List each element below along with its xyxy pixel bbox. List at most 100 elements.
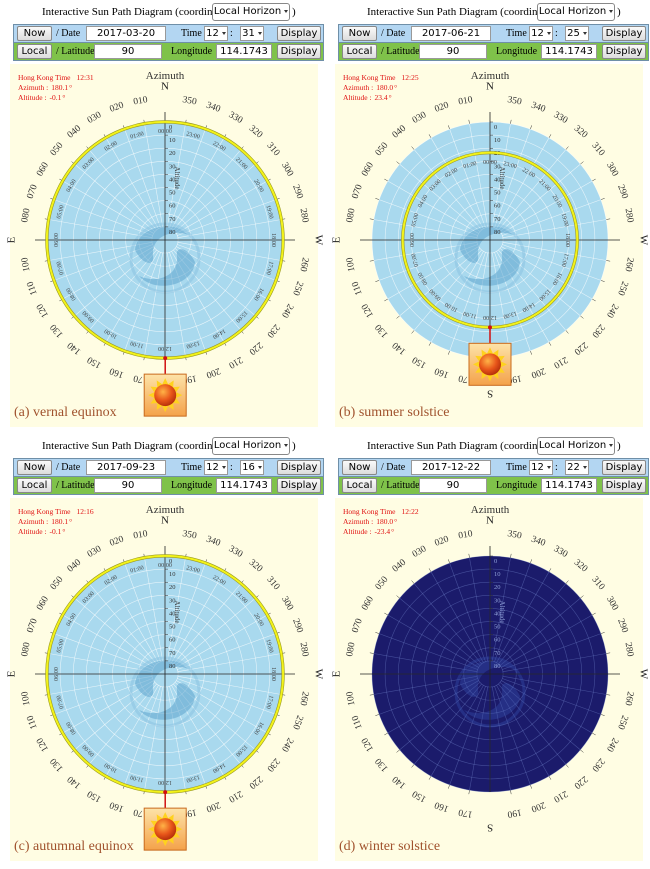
header-close: ) xyxy=(617,440,621,452)
display-button[interactable]: Display xyxy=(277,44,321,59)
azimuth-grid-line xyxy=(469,252,489,357)
coordinate-select[interactable]: Local Horizon xyxy=(212,437,290,455)
longitude-input[interactable]: 114.1743 xyxy=(216,44,272,59)
hour-label: 18:00 xyxy=(564,233,570,247)
coordinate-select[interactable]: Local Horizon xyxy=(537,3,615,21)
latitude-input[interactable]: 90 xyxy=(94,44,162,59)
date-input[interactable]: 2017-09-23 xyxy=(86,460,166,475)
now-button[interactable]: Now xyxy=(17,26,52,41)
compass-label: W xyxy=(637,235,649,246)
display-button[interactable]: Display xyxy=(277,460,321,475)
local-button[interactable]: Local xyxy=(342,478,377,493)
altitude-tick-label: 80 xyxy=(494,229,501,236)
azimuth-grid-line xyxy=(174,597,256,666)
hour-select[interactable]: 12 xyxy=(529,460,553,475)
sun-disc xyxy=(479,353,501,376)
altitude-tick-label: 60 xyxy=(169,637,176,644)
longitude-input[interactable]: 114.1743 xyxy=(541,44,597,59)
azimuth-grid-line xyxy=(176,614,268,668)
azimuth-tick xyxy=(448,559,450,564)
azimuth-tick xyxy=(468,119,470,124)
azimuth-tick xyxy=(606,218,611,220)
time-label: Time xyxy=(506,28,527,39)
altitude-tick-label: 10 xyxy=(169,137,176,144)
logo-swirl xyxy=(460,660,516,697)
degree-sign: ° xyxy=(394,83,397,92)
hour-select[interactable]: 12 xyxy=(204,460,228,475)
altitude-value: 23.4 xyxy=(375,93,388,102)
hour-label: 23:00 xyxy=(503,161,518,170)
azimuth-grid-line xyxy=(502,675,607,695)
now-button[interactable]: Now xyxy=(342,26,377,41)
minute-select[interactable]: 22 xyxy=(565,460,589,475)
longitude-input[interactable]: 114.1743 xyxy=(541,478,597,493)
azimuth-tick xyxy=(606,694,611,696)
altitude-tick-label: 50 xyxy=(169,624,176,631)
azimuth-grid-line xyxy=(430,251,484,343)
azimuth-grid-line xyxy=(105,685,159,777)
local-button[interactable]: Local xyxy=(342,44,377,59)
azimuth-tick-label: 100 xyxy=(20,256,32,272)
coordinate-select[interactable]: Local Horizon xyxy=(537,437,615,455)
azimuth-tick xyxy=(375,714,380,716)
sun-path-diagram: 01020304050607080Altitude010020030040050… xyxy=(331,498,649,861)
sun-ray xyxy=(500,361,507,368)
display-button[interactable]: Display xyxy=(602,478,646,493)
display-button[interactable]: Display xyxy=(602,44,646,59)
azimuth-tick xyxy=(548,776,552,780)
sun-position xyxy=(488,325,492,330)
azimuth-tick xyxy=(384,298,388,302)
degree-sign: ° xyxy=(69,83,72,92)
azimuth-tick xyxy=(384,178,388,182)
hour-label: 00:00 xyxy=(483,160,497,166)
logo-swirl xyxy=(139,683,195,720)
hour-select[interactable]: 12 xyxy=(529,26,553,41)
hour-label: 05:00 xyxy=(56,639,65,654)
hour-label: 23:00 xyxy=(186,131,201,140)
minute-value: 22 xyxy=(567,462,580,473)
minute-select[interactable]: 31 xyxy=(240,26,264,41)
azimuth-tick xyxy=(384,732,388,736)
longitude-input[interactable]: 114.1743 xyxy=(216,478,272,493)
dropdown-arrow xyxy=(609,443,614,447)
azimuth-grid-line xyxy=(449,129,486,228)
date-input[interactable]: 2017-12-22 xyxy=(411,460,491,475)
azimuth-tick xyxy=(369,260,374,262)
display-button[interactable]: Display xyxy=(602,460,646,475)
time-value: 12:22 xyxy=(402,507,419,516)
header-title: Interactive Sun Path Diagram (coordinate… xyxy=(367,6,557,18)
latitude-input[interactable]: 90 xyxy=(419,44,487,59)
azimuth-tick-label: 290 xyxy=(615,617,629,634)
azimuth-grid-line xyxy=(502,199,601,236)
display-button[interactable]: Display xyxy=(602,26,646,41)
local-button[interactable]: Local xyxy=(17,478,52,493)
altitude-title: Altitude xyxy=(498,601,506,624)
now-button[interactable]: Now xyxy=(342,460,377,475)
now-button[interactable]: Now xyxy=(17,460,52,475)
display-button[interactable]: Display xyxy=(277,478,321,493)
azimuth-tick xyxy=(600,280,605,282)
minute-select[interactable]: 16 xyxy=(240,460,264,475)
latitude-input[interactable]: 90 xyxy=(419,478,487,493)
date-input[interactable]: 2017-06-21 xyxy=(411,26,491,41)
dropdown-arrow xyxy=(221,31,226,35)
azimuth-tick-label: 070 xyxy=(26,617,40,634)
hour-select[interactable]: 12 xyxy=(204,26,228,41)
hour-label: 06:00 xyxy=(54,233,60,247)
azimuth-grid-line xyxy=(54,633,153,670)
azimuth-grid-line xyxy=(105,251,159,343)
altitude-info-label: Altitude : xyxy=(18,93,47,102)
display-button[interactable]: Display xyxy=(277,26,321,41)
azimuth-tick-label: 280 xyxy=(298,642,310,658)
azimuth-grid-line xyxy=(177,678,276,715)
azimuth-tick-label: 010 xyxy=(133,95,149,107)
latitude-input[interactable]: 90 xyxy=(94,478,162,493)
local-button[interactable]: Local xyxy=(17,44,52,59)
caption: (b) summer solstice xyxy=(339,405,449,420)
coordinate-select[interactable]: Local Horizon xyxy=(212,3,290,21)
dropdown-arrow xyxy=(284,443,289,447)
date-input[interactable]: 2017-03-20 xyxy=(86,26,166,41)
azimuth-grid-line xyxy=(502,633,601,670)
azimuth-grid-line xyxy=(176,680,268,734)
minute-select[interactable]: 25 xyxy=(565,26,589,41)
